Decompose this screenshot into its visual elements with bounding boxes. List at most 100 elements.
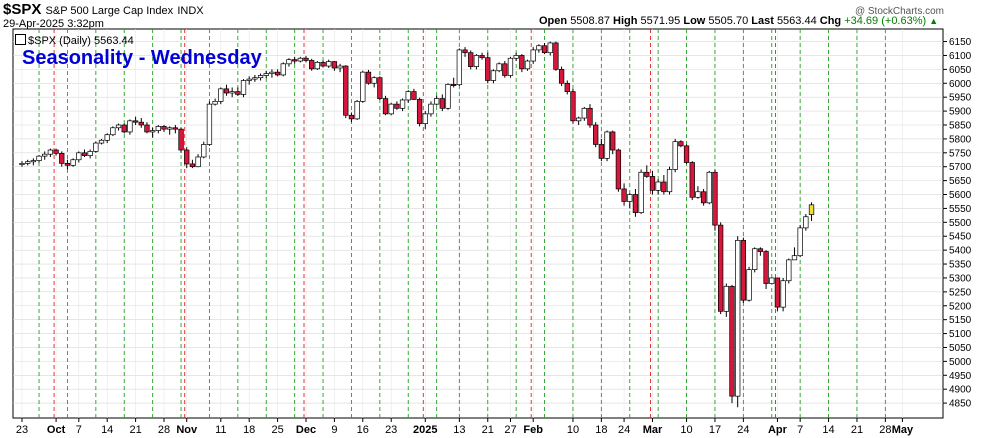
candle-body [678, 141, 684, 147]
candle-body [110, 127, 116, 136]
candle [206, 101, 213, 146]
x-tick-label: 21 [129, 424, 141, 436]
candle [36, 155, 42, 163]
x-axis: 23 Oct 7 14 21 28 Nov 11 18 25 Dec 9 16 23 2025 13 21 27 F… [16, 418, 914, 436]
candle-body [115, 124, 122, 129]
candle-body [178, 128, 184, 151]
candle [769, 277, 775, 284]
candle-body [189, 163, 196, 168]
candle [456, 48, 463, 87]
chart-datetime: 29-Apr-2025 3:32pm [3, 18, 104, 30]
candle [98, 138, 105, 145]
candle-body [649, 176, 656, 191]
candle-body [206, 103, 213, 145]
candle-body [291, 59, 298, 62]
candle [93, 141, 99, 153]
x-tick-label: 17 [709, 424, 721, 436]
plot-frame [12, 28, 944, 419]
candle [553, 41, 559, 71]
candle-body [59, 153, 65, 164]
candle [64, 159, 71, 170]
candle-body [729, 285, 735, 397]
candle [570, 88, 576, 124]
y-tick-label: 5700 [949, 162, 972, 173]
candle [138, 118, 144, 128]
candle [25, 159, 31, 166]
vertical-marker-lines [38, 29, 886, 418]
candle [144, 122, 150, 134]
candle [547, 41, 553, 56]
candle [394, 101, 400, 110]
candle [382, 95, 389, 116]
candle-body [81, 152, 88, 156]
candle-body [195, 156, 201, 168]
candle-body [638, 171, 644, 213]
legend-swatch [15, 34, 26, 45]
candle [53, 148, 59, 156]
candle [70, 158, 76, 167]
candle-body [343, 65, 349, 116]
candle-body [791, 255, 798, 261]
candle [564, 80, 570, 95]
candle [610, 130, 616, 155]
candle [587, 104, 593, 128]
candle-body [394, 103, 400, 109]
candle-body [797, 227, 803, 257]
candle [473, 54, 480, 70]
candle [405, 90, 411, 103]
candle-body [263, 73, 269, 76]
legend-text: $SPX (Daily) 5563.44 [28, 35, 134, 47]
candle [399, 98, 406, 112]
candle-body [712, 171, 718, 226]
candle [178, 127, 184, 153]
candle-body [723, 285, 729, 312]
watermark: @ StockCharts.com [854, 6, 944, 17]
candle-body [172, 127, 179, 130]
candle [309, 58, 315, 71]
candle [201, 141, 207, 159]
candle [536, 44, 542, 53]
x-tick-label: 24 [618, 424, 630, 436]
x-tick-label: Dec [296, 424, 316, 436]
candle-body [644, 171, 650, 177]
candle-body [439, 98, 445, 109]
x-tick-label: 14 [101, 424, 113, 436]
candle [411, 88, 417, 100]
candle [627, 193, 633, 209]
candle [30, 158, 37, 166]
candle [490, 69, 497, 84]
candle [445, 83, 451, 110]
candle-body [740, 240, 747, 301]
candle-body [297, 57, 303, 62]
candle [252, 74, 258, 82]
candle [672, 138, 678, 173]
x-tick-label: 9 [331, 424, 337, 436]
candle [19, 161, 25, 167]
candle [774, 277, 781, 312]
candle-body [661, 181, 667, 193]
candle [240, 79, 247, 98]
x-tick-label: 13 [453, 424, 465, 436]
candle-body [280, 63, 286, 76]
candle [365, 69, 372, 85]
x-tick-label: 24 [737, 424, 749, 436]
candle [286, 58, 292, 67]
candle-body [735, 240, 741, 397]
y-tick-label: 6050 [949, 65, 972, 76]
candle-body [184, 149, 190, 165]
x-tick-label: 7 [797, 424, 803, 436]
candle [712, 169, 718, 231]
candle [485, 52, 491, 84]
candle [797, 225, 803, 258]
candle-body [64, 163, 71, 166]
candle-body [201, 144, 207, 158]
x-tick-label: 21 [482, 424, 494, 436]
exchange: INDX [177, 5, 204, 17]
candle-body [598, 144, 605, 159]
candle-body [774, 277, 781, 308]
candle [354, 99, 360, 120]
candle [42, 151, 48, 160]
candle-body [269, 71, 275, 74]
index-name: S&P 500 Large Cap Index [45, 5, 174, 17]
